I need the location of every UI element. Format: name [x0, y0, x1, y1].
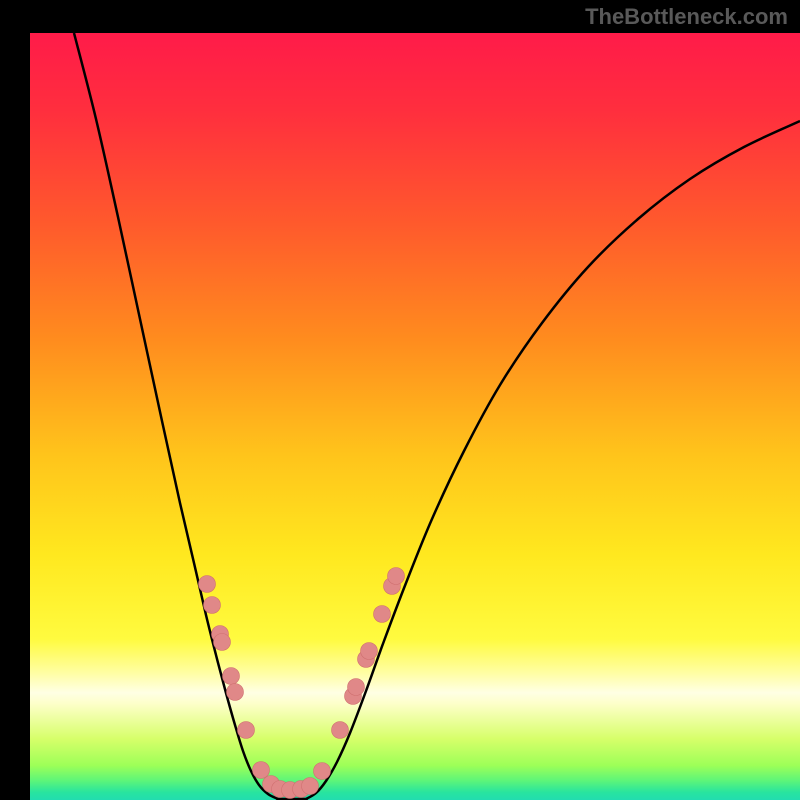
chart-svg — [30, 33, 800, 800]
watermark-text: TheBottleneck.com — [585, 4, 788, 30]
data-marker — [214, 634, 231, 651]
data-marker — [238, 722, 255, 739]
plot-area — [30, 33, 800, 800]
data-marker — [348, 679, 365, 696]
data-marker — [199, 576, 216, 593]
chart-background — [30, 33, 800, 800]
data-marker — [227, 684, 244, 701]
data-marker — [253, 762, 270, 779]
data-marker — [374, 606, 391, 623]
data-marker — [302, 778, 319, 795]
data-marker — [332, 722, 349, 739]
data-marker — [223, 668, 240, 685]
data-marker — [361, 643, 378, 660]
data-marker — [388, 568, 405, 585]
data-marker — [314, 763, 331, 780]
data-marker — [204, 597, 221, 614]
